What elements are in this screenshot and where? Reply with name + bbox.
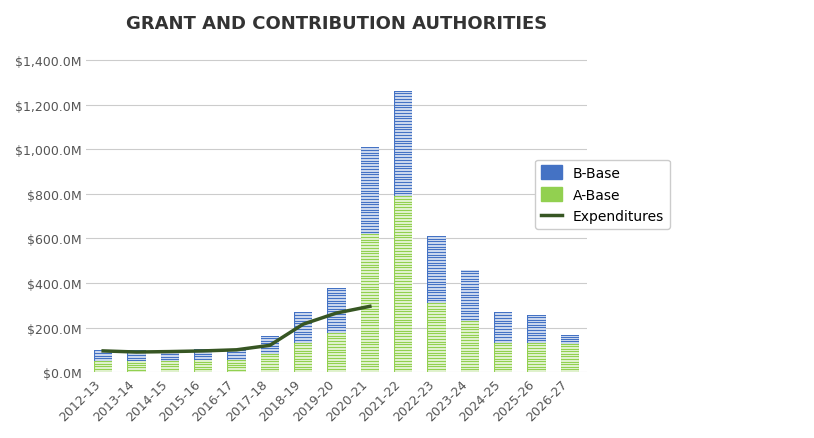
Bar: [94, 350, 112, 361]
Expenditures: [232, 347, 242, 353]
Bar: [294, 343, 313, 372]
Bar: [361, 148, 379, 234]
Bar: [327, 333, 346, 372]
Bar: [260, 337, 279, 354]
Bar: [94, 361, 112, 372]
Bar: [427, 237, 446, 303]
Title: GRANT AND CONTRIBUTION AUTHORITIES: GRANT AND CONTRIBUTION AUTHORITIES: [126, 15, 547, 33]
Bar: [494, 312, 512, 343]
Bar: [160, 361, 179, 372]
Expenditures: [265, 343, 275, 348]
Bar: [561, 344, 579, 372]
Legend: B-Base, A-Base, Expenditures: B-Base, A-Base, Expenditures: [536, 160, 670, 230]
Bar: [427, 303, 446, 372]
Bar: [227, 360, 246, 372]
Bar: [461, 270, 479, 321]
Bar: [294, 312, 313, 343]
Bar: [327, 289, 346, 333]
Bar: [260, 354, 279, 372]
Bar: [494, 343, 512, 372]
Bar: [394, 92, 413, 197]
Expenditures: [298, 322, 308, 327]
Bar: [194, 350, 212, 360]
Expenditures: [98, 349, 108, 354]
Line: Expenditures: Expenditures: [103, 307, 370, 352]
Bar: [527, 343, 545, 372]
Expenditures: [331, 311, 341, 316]
Bar: [461, 321, 479, 372]
Bar: [127, 350, 146, 361]
Bar: [394, 197, 413, 372]
Bar: [227, 349, 246, 360]
Expenditures: [199, 349, 208, 354]
Bar: [527, 315, 545, 343]
Bar: [361, 234, 379, 372]
Expenditures: [165, 349, 175, 354]
Bar: [160, 350, 179, 361]
Bar: [561, 336, 579, 344]
Bar: [194, 360, 212, 372]
Bar: [127, 361, 146, 372]
Expenditures: [365, 304, 374, 309]
Expenditures: [132, 350, 142, 355]
